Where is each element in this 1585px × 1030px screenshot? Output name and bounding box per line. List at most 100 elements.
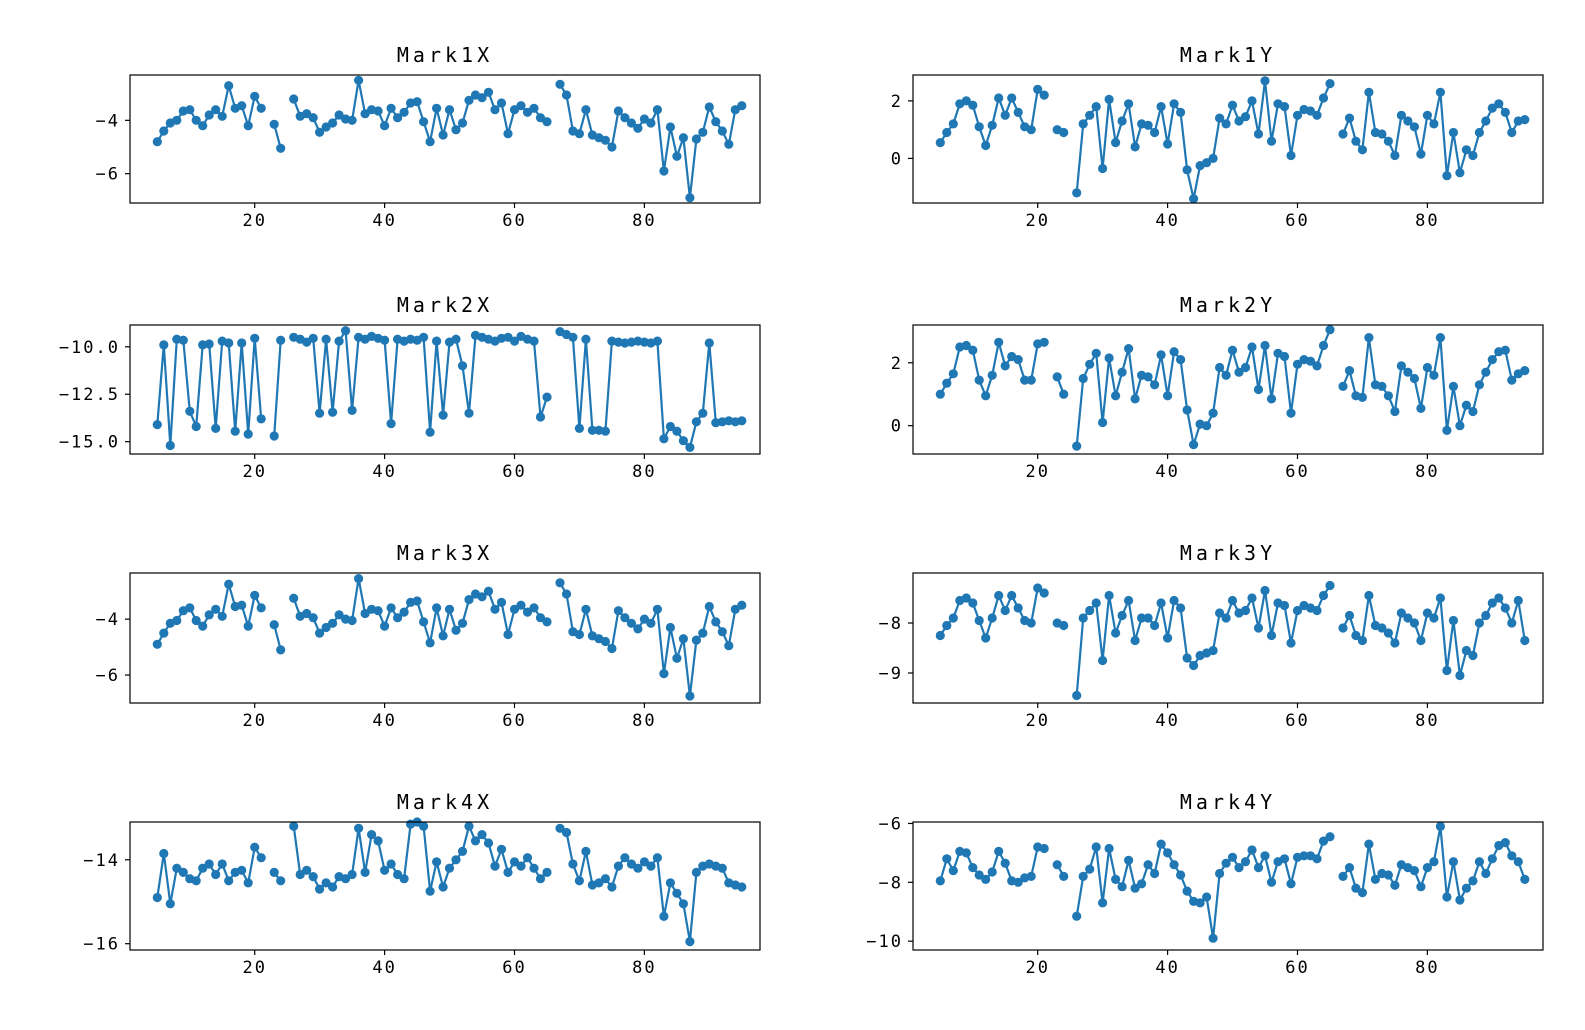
data-point xyxy=(1104,590,1114,601)
data-point xyxy=(1007,93,1017,103)
x-tick-label: 40 xyxy=(372,211,396,231)
data-point xyxy=(711,117,721,127)
x-tick-label: 20 xyxy=(1025,711,1049,731)
x-tick-label: 40 xyxy=(1155,711,1179,731)
data-point xyxy=(1085,359,1095,369)
data-point xyxy=(620,613,630,623)
data-point xyxy=(470,836,481,846)
data-point xyxy=(1117,882,1127,892)
data-point xyxy=(1247,593,1257,603)
data-point xyxy=(987,120,997,130)
data-point xyxy=(1000,858,1010,868)
chart-title-mark2x: Mark2X xyxy=(396,293,494,317)
data-point xyxy=(1098,655,1108,666)
subplot-mark4y: 20 40 60 80 −6 −8 −10 xyxy=(866,814,1544,978)
data-point xyxy=(432,857,442,867)
data-point xyxy=(399,607,409,617)
data-point xyxy=(1344,113,1355,123)
data-point xyxy=(399,874,409,884)
data-point xyxy=(347,405,357,415)
y-tick-label: −16 xyxy=(83,935,120,955)
x-tick-label: 60 xyxy=(1285,211,1309,231)
data-point xyxy=(1104,353,1114,363)
data-point xyxy=(1279,854,1290,864)
data-point xyxy=(1098,163,1108,174)
series-line xyxy=(939,341,1045,400)
x-tick-label: 60 xyxy=(502,462,526,482)
data-point xyxy=(1091,102,1101,112)
data-point xyxy=(1143,860,1153,870)
data-point xyxy=(438,882,448,892)
data-point xyxy=(1182,653,1192,663)
data-point xyxy=(432,336,442,346)
data-point xyxy=(717,126,727,136)
data-point xyxy=(1130,883,1140,893)
data-point xyxy=(1253,863,1264,873)
data-point xyxy=(152,639,162,649)
data-point xyxy=(1318,836,1329,846)
data-point xyxy=(1234,863,1244,873)
data-point xyxy=(1351,883,1361,893)
data-point xyxy=(1468,650,1478,661)
data-point xyxy=(334,610,344,620)
series-line xyxy=(156,337,263,446)
data-point xyxy=(935,876,945,886)
data-point xyxy=(535,412,546,422)
data-point xyxy=(419,117,429,127)
data-point xyxy=(1416,635,1426,646)
data-point xyxy=(1448,615,1458,626)
data-point xyxy=(1318,590,1329,601)
data-point xyxy=(981,140,991,151)
data-point xyxy=(1305,106,1316,116)
data-point xyxy=(1072,441,1082,451)
data-point xyxy=(968,100,978,110)
data-point xyxy=(1442,425,1452,435)
data-point xyxy=(250,333,260,343)
data-point xyxy=(250,842,260,852)
data-point xyxy=(1299,851,1309,861)
data-point xyxy=(204,859,214,869)
data-point xyxy=(620,853,630,863)
data-point xyxy=(380,121,390,131)
data-point xyxy=(1215,113,1225,123)
data-point xyxy=(1072,911,1082,921)
data-point xyxy=(412,596,422,606)
data-point xyxy=(328,407,338,417)
data-point xyxy=(737,600,747,610)
data-point xyxy=(1039,843,1049,854)
data-point xyxy=(935,630,945,641)
data-point xyxy=(646,118,656,128)
data-point xyxy=(490,861,500,871)
data-point xyxy=(1357,145,1367,155)
chart-title-mark1y: Mark1Y xyxy=(1179,43,1277,67)
data-point xyxy=(211,604,221,614)
data-point xyxy=(1130,142,1140,152)
y-tick-label: 0 xyxy=(891,149,903,169)
data-point xyxy=(360,867,370,878)
data-point xyxy=(1227,852,1238,862)
x-tick-label: 80 xyxy=(632,462,656,482)
data-point xyxy=(1403,116,1413,126)
data-point xyxy=(600,426,611,436)
data-point xyxy=(1312,854,1322,864)
data-point xyxy=(211,423,221,433)
data-point xyxy=(1422,110,1432,120)
data-point xyxy=(1111,138,1121,148)
series-line xyxy=(559,83,743,198)
data-point xyxy=(1325,325,1335,335)
data-point xyxy=(1176,107,1186,117)
data-point xyxy=(1396,361,1406,371)
plot-border xyxy=(129,572,761,704)
data-point xyxy=(1487,355,1497,365)
data-point xyxy=(652,604,663,614)
data-point xyxy=(535,613,546,623)
data-point xyxy=(968,598,978,608)
plot-border xyxy=(129,324,761,455)
data-point xyxy=(613,861,624,871)
data-point xyxy=(1124,344,1134,354)
data-point xyxy=(639,614,650,624)
data-point xyxy=(1202,158,1212,168)
data-point xyxy=(191,615,201,626)
